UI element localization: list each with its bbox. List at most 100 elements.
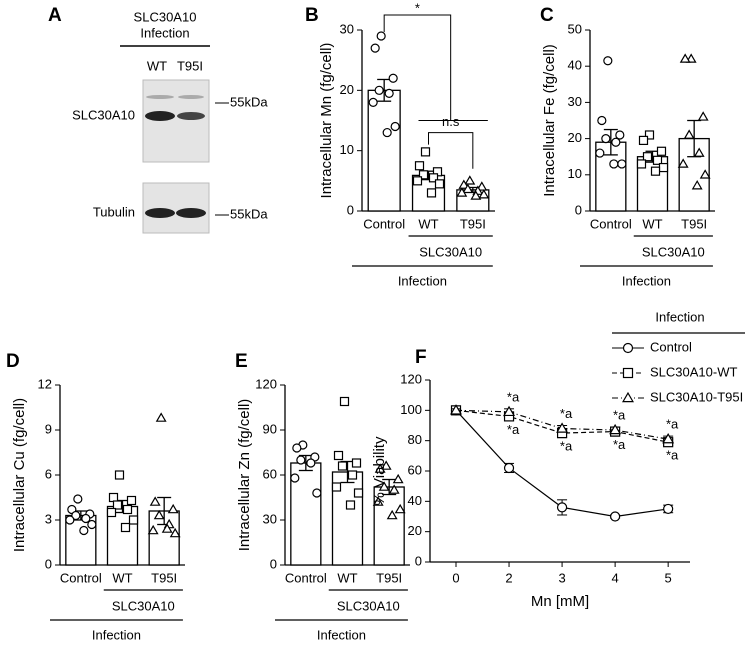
y-tick-label: 20	[340, 82, 354, 97]
data-point	[622, 391, 634, 403]
data-point	[79, 525, 89, 536]
data-point	[351, 458, 362, 468]
data-point	[339, 396, 350, 407]
group-label: SLC30A10	[337, 598, 400, 613]
x-tick-label: T95I	[376, 570, 402, 585]
lane-label: WT	[147, 58, 167, 73]
data-point	[155, 412, 167, 422]
row-label: Tubulin	[93, 204, 135, 219]
y-tick-label: 12	[38, 376, 52, 391]
data-point	[595, 148, 605, 158]
y-tick-label: 6	[45, 466, 52, 481]
y-tick-label: 30	[340, 21, 354, 36]
point-label: *a	[507, 422, 520, 437]
point-label: *a	[666, 417, 679, 432]
y-tick-label: 0	[347, 202, 354, 217]
x-tick-label: 3	[558, 570, 565, 585]
data-point	[609, 159, 619, 169]
data-point	[638, 135, 649, 146]
data-point	[677, 158, 689, 168]
data-point	[347, 470, 358, 480]
data-point	[503, 405, 516, 417]
x-tick-label: WT	[642, 216, 662, 231]
data-point	[597, 115, 607, 126]
x-tick-label: T95I	[460, 216, 486, 231]
data-point	[114, 470, 125, 480]
data-point	[699, 169, 711, 179]
group-label: Infection	[622, 273, 671, 288]
data-point	[120, 522, 131, 533]
y-tick-label: 40	[568, 58, 582, 73]
y-tick-label: 120	[400, 371, 422, 386]
data-point	[290, 473, 300, 483]
blot-image	[142, 182, 210, 234]
data-point	[65, 515, 75, 525]
y-tick-label: 3	[45, 511, 52, 526]
data-point	[503, 462, 515, 474]
data-point	[679, 53, 691, 63]
x-tick-label: Control	[285, 570, 327, 585]
data-point	[126, 495, 137, 506]
data-point	[615, 130, 625, 140]
data-point	[71, 510, 81, 521]
data-point	[81, 513, 91, 524]
data-point	[87, 519, 97, 530]
y-tick-label: 20	[408, 523, 422, 538]
data-point	[376, 31, 386, 41]
data-point	[108, 492, 119, 503]
x-tick-label: Control	[363, 216, 405, 231]
data-point	[420, 147, 431, 157]
y-tick-label: 90	[263, 421, 277, 436]
data-point	[128, 515, 139, 525]
y-axis-label: Intracellular Fe (fg/cell)	[541, 44, 558, 197]
data-point	[622, 342, 634, 354]
panel-letter: F	[415, 347, 427, 368]
x-tick-label: Control	[590, 216, 632, 231]
panel-letter: D	[6, 351, 20, 372]
data-point	[617, 159, 627, 169]
band	[178, 95, 204, 99]
y-tick-label: 100	[400, 402, 422, 417]
data-point	[656, 146, 667, 156]
data-point	[106, 507, 117, 518]
data-point	[388, 484, 400, 494]
data-point	[382, 127, 392, 138]
y-tick-label: 40	[408, 493, 422, 508]
x-axis-label: Mn [mM]	[531, 593, 589, 610]
group-label: SLC30A10	[112, 598, 175, 613]
data-point	[642, 152, 653, 162]
annotation: *	[415, 0, 420, 15]
band	[145, 111, 175, 121]
y-tick-label: 60	[263, 466, 277, 481]
y-tick-label: 20	[568, 130, 582, 145]
y-axis-label: Intracellular Cu (fg/cell)	[11, 398, 28, 552]
data-point	[167, 503, 179, 514]
size-marker: 55kDa	[230, 206, 268, 221]
data-point	[161, 523, 173, 533]
bar	[367, 89, 401, 212]
blot-header: SLC30A10	[134, 9, 197, 24]
data-point	[372, 496, 384, 506]
panel-letter: B	[305, 5, 319, 26]
x-tick-label: 5	[665, 570, 672, 585]
band	[146, 95, 174, 99]
data-point	[169, 527, 181, 538]
data-point	[428, 173, 439, 183]
data-point	[456, 187, 468, 197]
data-point	[418, 170, 429, 180]
y-tick-label: 30	[568, 94, 582, 109]
data-point	[292, 443, 302, 453]
data-point	[693, 147, 705, 157]
data-point	[658, 162, 669, 173]
y-tick-label: 0	[270, 556, 277, 571]
y-axis-label: Intracellular Mn (fg/cell)	[318, 43, 335, 199]
annotation: n.s	[442, 114, 460, 129]
size-marker: 55kDa	[230, 94, 268, 109]
data-point	[333, 450, 344, 461]
legend-label: Control	[650, 339, 692, 354]
point-label: *a	[560, 406, 573, 421]
data-point	[683, 129, 695, 139]
data-point	[609, 423, 622, 435]
point-label: *a	[613, 407, 626, 422]
